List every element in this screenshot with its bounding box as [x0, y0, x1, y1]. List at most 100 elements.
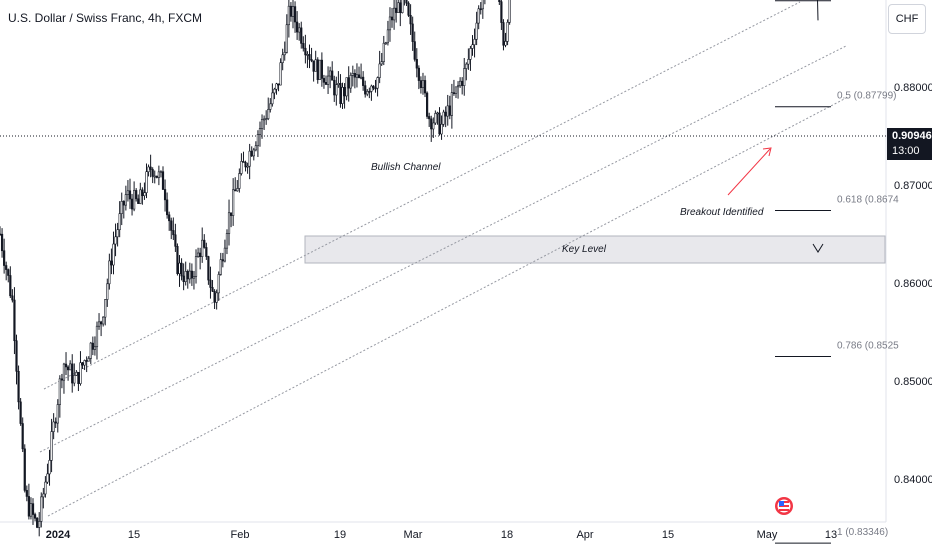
bullish-channel[interactable] — [39, 1, 849, 517]
candle-body — [384, 42, 387, 45]
candle-body — [399, 2, 402, 13]
candle-body — [122, 201, 125, 206]
candle-body — [407, 2, 410, 16]
candle-body — [203, 239, 206, 248]
candle-body — [114, 236, 117, 245]
candle-body — [155, 175, 158, 178]
channel-label: Bullish Channel — [371, 162, 441, 173]
candle-body — [62, 363, 66, 381]
candle-body — [205, 247, 208, 257]
bar-countdown: 13:00 — [892, 145, 920, 157]
candle-body — [56, 404, 59, 424]
candle-body — [349, 75, 352, 89]
price-candles[interactable] — [0, 0, 783, 537]
candle-body — [366, 91, 369, 95]
candle-body — [106, 283, 109, 300]
candle-body — [291, 6, 295, 17]
key-level-zone[interactable] — [304, 235, 886, 264]
candle-body — [353, 73, 356, 78]
candle-body — [440, 123, 443, 135]
candle-body — [298, 27, 301, 33]
candle-body — [77, 372, 80, 384]
candle-body — [64, 363, 68, 368]
candle-body — [337, 83, 340, 85]
candle-body — [157, 171, 160, 178]
candle-body — [128, 190, 132, 200]
candle-body — [118, 213, 121, 231]
candle-body — [190, 270, 193, 279]
candle-body — [215, 292, 218, 303]
time-tick-label: Mar — [404, 529, 423, 541]
candle-body — [15, 340, 18, 372]
candle-body — [3, 250, 6, 266]
candle-body — [281, 54, 284, 64]
candle-body — [372, 85, 375, 89]
candle-body — [430, 118, 433, 130]
channel-upper-line[interactable] — [43, 1, 801, 390]
candle-body — [318, 59, 321, 80]
candle-body — [461, 80, 464, 86]
candle-body — [21, 423, 24, 450]
candle-body — [347, 77, 350, 89]
candle-body — [293, 6, 297, 23]
candle-body — [196, 252, 200, 257]
breakout-arrowhead — [762, 147, 772, 157]
candle-body — [415, 59, 418, 69]
candle-body — [100, 321, 103, 325]
candle-body — [312, 60, 315, 72]
candle-body — [324, 82, 328, 85]
candle-body — [463, 68, 466, 86]
candle-body — [428, 116, 431, 120]
candle-body — [69, 363, 72, 371]
candle-body — [174, 234, 177, 247]
candle-body — [46, 473, 49, 483]
candle-body — [48, 460, 51, 475]
projection-path[interactable] — [780, 0, 819, 21]
us-flag-event-icon[interactable] — [775, 497, 793, 515]
currency-button[interactable]: CHF — [888, 4, 926, 34]
candle-body — [188, 270, 191, 280]
price-axis[interactable]: 0.84000 0.85000 0.86000 0.87000 0.88000 — [894, 82, 932, 486]
candle-body — [442, 111, 445, 125]
candle-body — [180, 262, 183, 277]
candle-body — [351, 73, 354, 76]
candle-body — [378, 63, 381, 78]
candle-body — [277, 83, 280, 86]
candle-body — [159, 171, 163, 173]
channel-middle-line[interactable] — [39, 45, 847, 453]
candle-body — [504, 41, 507, 46]
candle-body — [71, 363, 74, 384]
candle-body — [392, 7, 396, 21]
candle-body — [75, 372, 78, 376]
price-tick-label: 0.87000 — [894, 180, 932, 192]
candle-body — [42, 493, 45, 498]
candle-body — [87, 358, 90, 362]
candle-body — [258, 128, 262, 135]
candle-body — [153, 175, 156, 178]
candle-body — [498, 0, 501, 3]
candle-body — [23, 448, 26, 491]
fib-level-label: 0.786 (0.8525 — [837, 341, 899, 352]
candle-body — [13, 299, 16, 342]
channel-lower-line[interactable] — [47, 96, 849, 517]
candle-body — [477, 8, 480, 24]
time-axis[interactable]: 2024 15 Feb 19 Mar 18 Apr 15 May 13 — [46, 529, 837, 541]
candle-body — [452, 92, 456, 94]
chart-title: U.S. Dollar / Swiss Franc, 4h, FXCM — [8, 11, 203, 25]
candle-body — [112, 243, 115, 266]
fibonacci-retracement[interactable]: 0 (0.92252)0.382 (0.88880.5 (0.87799)0.6… — [775, 0, 899, 544]
candle-body — [161, 171, 165, 190]
candle-body — [446, 105, 449, 117]
candle-body — [120, 201, 123, 214]
candle-body — [316, 59, 319, 80]
candle-body — [178, 262, 181, 274]
breakout-arrow[interactable] — [727, 148, 771, 196]
candle-body — [33, 514, 37, 519]
candle-body — [139, 189, 142, 204]
candle-body — [81, 362, 84, 366]
candle-body — [426, 92, 429, 117]
candle-body — [40, 496, 43, 522]
candle-body — [467, 59, 470, 65]
candle-body — [133, 190, 136, 210]
